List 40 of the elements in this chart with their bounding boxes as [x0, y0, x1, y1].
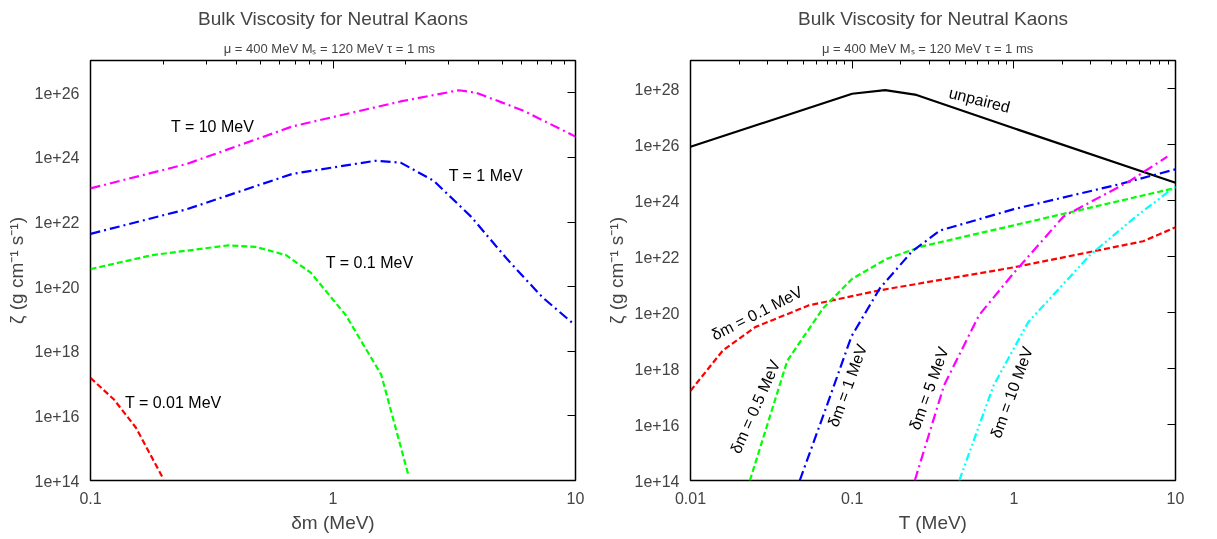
text: δm = 0.1 MeV	[708, 282, 806, 344]
x-tick-label: 10	[1166, 489, 1185, 507]
y-tick-label: 1e+14	[34, 472, 80, 490]
x-tick-label: 1	[328, 489, 338, 507]
y-tick-label: 1e+16	[634, 416, 680, 434]
y-tick-label: 1e+20	[634, 304, 680, 322]
y-tick-label: 1e+18	[34, 343, 80, 361]
y-tick-label: 1e+24	[34, 149, 80, 167]
series-label: T = 1 MeV	[448, 167, 523, 185]
y-axis-title: ζ (g cm⁻¹ s⁻¹)	[5, 217, 27, 324]
x-tick-label: 0.1	[79, 489, 102, 507]
y-tick-label: 1e+24	[634, 192, 680, 210]
chart-title: Bulk Viscosity for Neutral Kaons	[798, 7, 1069, 29]
x-axis-title: T (MeV)	[898, 511, 967, 533]
y-axis-title: ζ (g cm⁻¹ s⁻¹)	[605, 217, 627, 324]
chart-subtitle: μ = 400 MeV Mₛ = 120 MeV τ = 1 ms	[223, 40, 436, 56]
chart-subtitle: μ = 400 MeV Mₛ = 120 MeV τ = 1 ms	[821, 40, 1034, 56]
legend-label: unpaired	[947, 84, 1012, 116]
text: δm = 5 MeV	[906, 344, 952, 433]
y-tick-label: 1e+26	[34, 84, 80, 102]
y-tick-label: 1e+16	[34, 407, 80, 425]
series-label: T = 0.1 MeV	[325, 254, 414, 272]
text: δm = 0.5 MeV	[727, 357, 784, 456]
y-tick-label: 1e+22	[34, 214, 80, 232]
y-tick-label: 1e+14	[634, 472, 680, 490]
series-label: T = 10 MeV	[171, 118, 255, 136]
y-tick-label: 1e+20	[34, 278, 80, 296]
text: δm = 10 MeV	[987, 344, 1037, 441]
y-tick-label: 1e+26	[634, 136, 680, 154]
y-tick-label: 1e+18	[634, 360, 680, 378]
series-label: T = 0.01 MeV	[125, 394, 222, 412]
y-tick-label: 1e+22	[634, 248, 680, 266]
x-tick-label: 10	[566, 489, 585, 507]
x-tick-label: 0.01	[674, 489, 707, 507]
y-tick-label: 1e+28	[634, 80, 680, 98]
text: δm = 1 MeV	[824, 341, 871, 430]
x-axis-title: δm (MeV)	[291, 511, 375, 533]
x-tick-label: 0.1	[841, 489, 864, 507]
chart-title: Bulk Viscosity for Neutral Kaons	[198, 7, 469, 29]
x-tick-label: 1	[1009, 489, 1019, 507]
